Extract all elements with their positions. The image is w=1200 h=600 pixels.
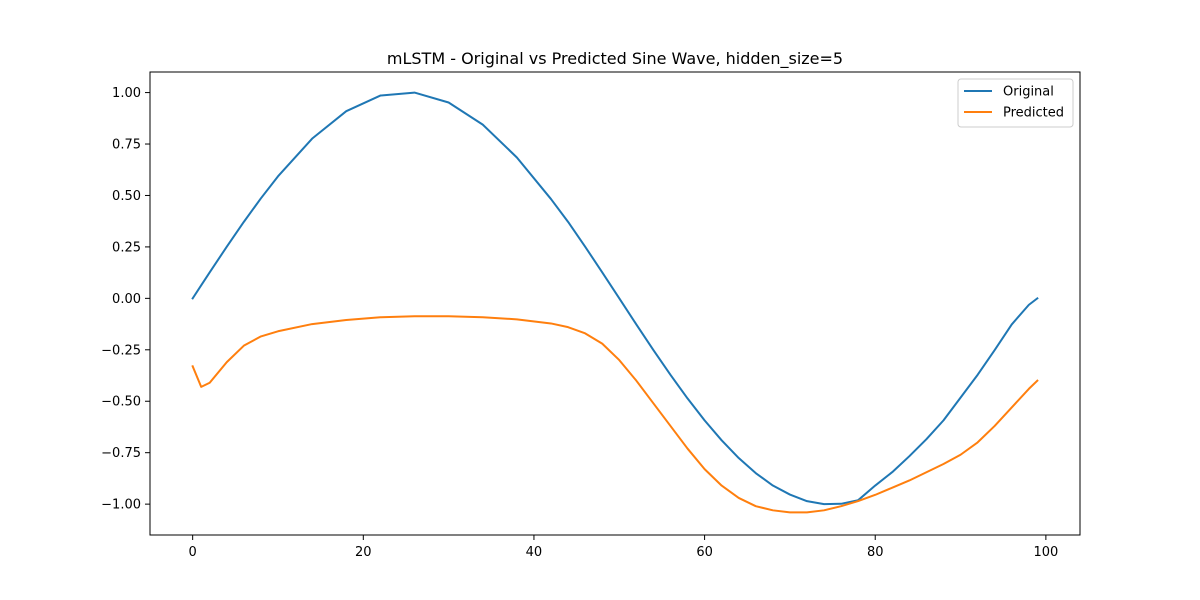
y-tick-label: 0.00	[112, 292, 141, 307]
y-tick-label: 1.00	[112, 86, 141, 101]
legend-label-predicted: Predicted	[1003, 106, 1064, 121]
series-line-predicted	[191, 315, 1039, 514]
x-tick-label: 40	[526, 545, 543, 560]
y-tick-label: 0.50	[112, 189, 141, 204]
axes-frame	[149, 71, 1081, 536]
chart-title: mLSTM - Original vs Predicted Sine Wave,…	[387, 49, 843, 69]
y-tick-label: 0.25	[112, 240, 141, 255]
plot-area	[191, 91, 1039, 514]
x-tick-label: 0	[189, 545, 197, 560]
axes: 0 20 40 60 80 100 1.00 0.75 0.50 0.25 0.00 −0.25 −0.…	[101, 71, 1081, 560]
x-tick-label: 80	[867, 545, 884, 560]
series-line-original	[191, 91, 1039, 506]
x-tick-label: 20	[355, 545, 372, 560]
y-tick-label: 0.75	[112, 138, 141, 153]
y-tick-label: −0.50	[101, 395, 141, 410]
legend-label-original: Original	[1003, 85, 1054, 100]
x-tick-label: 100	[1033, 545, 1058, 560]
y-tick-label: −0.75	[101, 446, 141, 461]
y-tick-label: −1.00	[101, 498, 141, 513]
legend: Original Predicted	[957, 78, 1074, 128]
y-tick-label: −0.25	[101, 343, 141, 358]
x-tick-label: 60	[696, 545, 713, 560]
